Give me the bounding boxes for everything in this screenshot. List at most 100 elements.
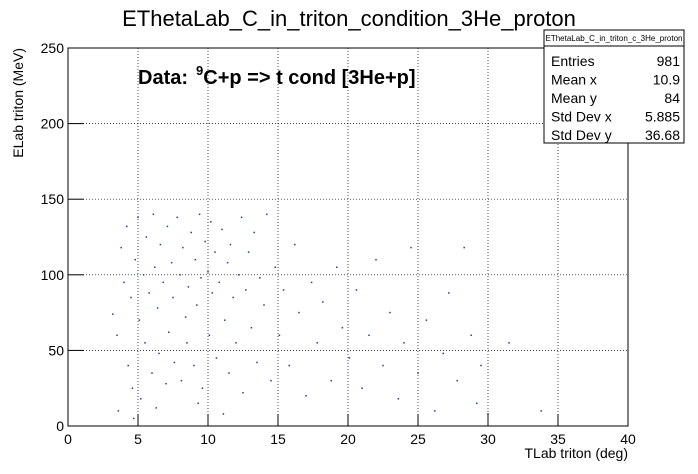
point [168, 331, 170, 334]
stats-box: EThetaLab_C_in_triton_c_3He_proton Entri… [543, 29, 685, 144]
x-tick-label: 25 [410, 431, 426, 447]
point [117, 410, 120, 412]
point [270, 379, 272, 382]
point [245, 289, 247, 291]
y-tick-label: 150 [41, 191, 65, 207]
point [190, 231, 192, 234]
point [330, 379, 332, 382]
y-tick-label: 250 [41, 40, 65, 56]
x-tick-label: 10 [200, 431, 216, 447]
point [151, 372, 153, 374]
point [316, 342, 318, 344]
point [172, 296, 174, 299]
point [382, 364, 384, 367]
x-axis-title: TLab triton (deg) [525, 445, 629, 461]
point [193, 364, 195, 367]
point [120, 246, 122, 249]
point [130, 296, 132, 299]
point [298, 311, 300, 314]
point [253, 231, 255, 234]
point [137, 216, 139, 219]
point [222, 413, 225, 415]
stats-label: Mean x [551, 72, 597, 88]
point [224, 319, 226, 321]
point [341, 326, 344, 329]
x-tick-label: 20 [340, 431, 356, 447]
point [256, 361, 258, 364]
point [214, 251, 216, 253]
point [112, 313, 114, 315]
point [410, 246, 412, 249]
point [322, 301, 324, 303]
point [186, 342, 188, 344]
point [226, 261, 229, 264]
point [294, 243, 296, 246]
point [152, 213, 155, 216]
point [448, 292, 450, 294]
point [232, 296, 234, 299]
point [480, 364, 482, 367]
x-tick-label: 35 [550, 431, 566, 447]
point [310, 281, 313, 284]
point [221, 228, 223, 231]
point [154, 266, 156, 268]
point [348, 357, 351, 359]
x-tick-label: 15 [270, 431, 286, 447]
point [403, 342, 405, 344]
point [179, 274, 181, 276]
point [166, 225, 169, 228]
point [197, 402, 199, 405]
point [336, 266, 338, 268]
point [274, 266, 276, 268]
point [238, 274, 240, 276]
point [208, 334, 211, 337]
point [463, 246, 465, 249]
point [250, 326, 253, 329]
x-tick-label: 0 [64, 431, 72, 447]
point [282, 289, 285, 291]
point [173, 361, 176, 364]
point [194, 258, 197, 261]
point [218, 281, 220, 284]
point [162, 281, 164, 284]
point [182, 246, 184, 249]
point [159, 243, 162, 246]
stats-label: Mean y [551, 90, 597, 106]
stats-label: Std Dev x [551, 109, 612, 125]
point [375, 258, 377, 261]
point [508, 342, 510, 344]
stats-value: 10.9 [653, 72, 680, 88]
stats-label: Entries [551, 53, 595, 69]
point [198, 213, 201, 216]
point [229, 243, 232, 246]
point [116, 334, 118, 337]
point [470, 334, 472, 337]
x-tick-label: 30 [480, 431, 496, 447]
point [207, 271, 209, 273]
point [156, 307, 159, 309]
point [278, 334, 281, 337]
point [476, 402, 478, 405]
point [140, 398, 142, 400]
point [134, 258, 136, 261]
point [263, 304, 265, 306]
point [210, 221, 212, 223]
point [133, 417, 135, 420]
point [417, 372, 419, 374]
stats-value: 5.885 [645, 109, 680, 125]
point [180, 379, 183, 382]
point [242, 391, 244, 394]
point [456, 379, 458, 382]
point [442, 352, 444, 355]
annotation-prefix: Data: [138, 67, 188, 89]
point [540, 410, 542, 412]
point [215, 357, 218, 359]
annotation: Data: 9C+p => t cond [3He+p] [138, 63, 416, 89]
point [127, 364, 129, 367]
point [145, 236, 148, 238]
stats-value: 36.68 [645, 127, 680, 143]
point [165, 382, 167, 385]
point [425, 319, 428, 321]
point [228, 372, 230, 374]
